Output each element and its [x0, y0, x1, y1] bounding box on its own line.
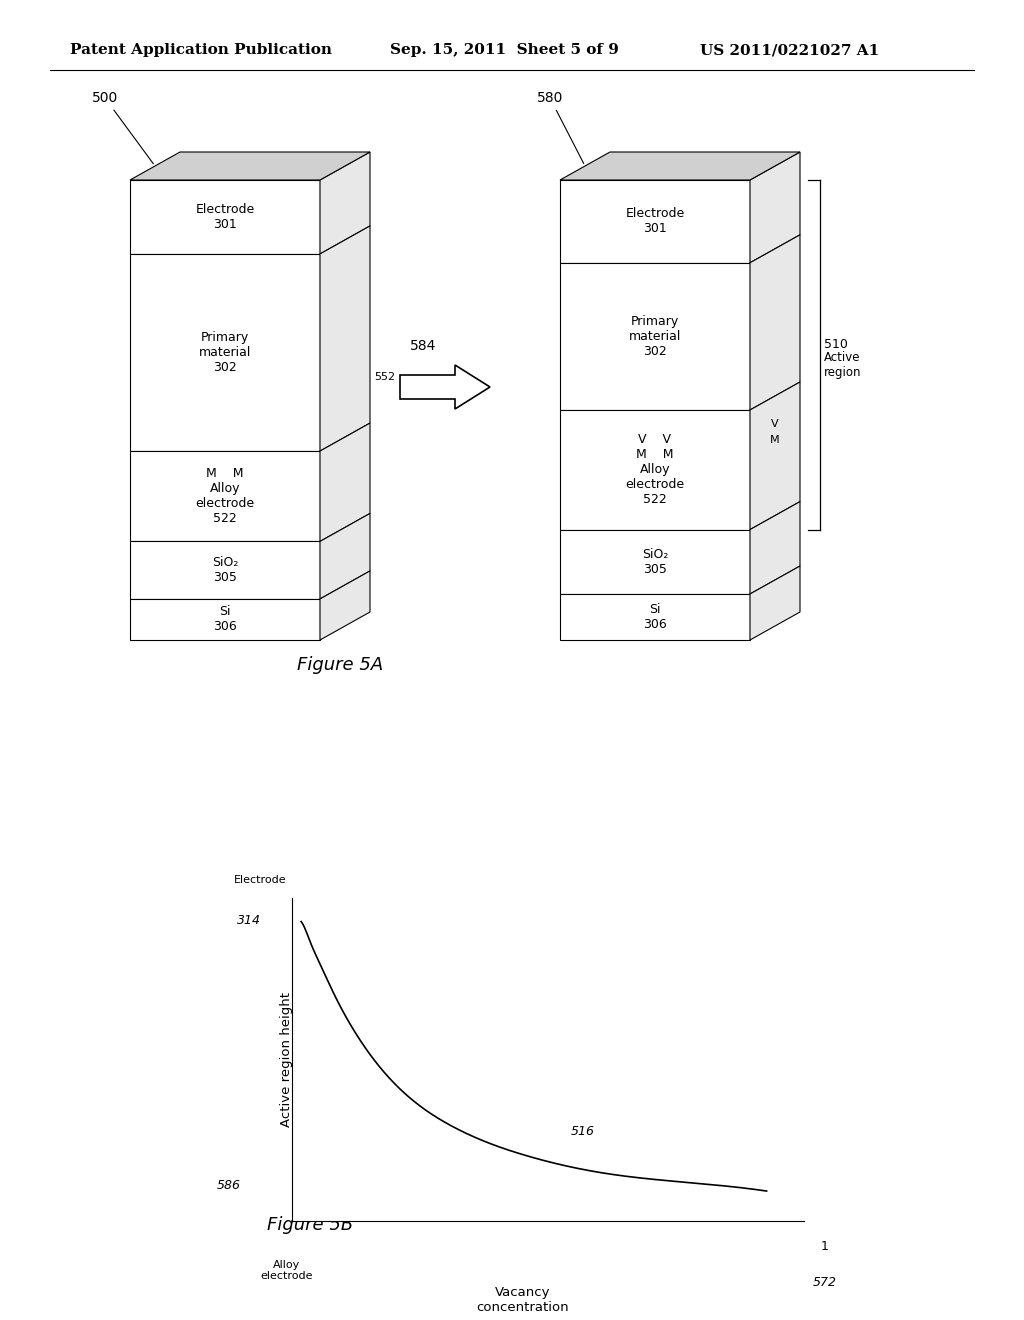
Text: 510: 510 — [824, 338, 848, 351]
Text: 500: 500 — [92, 91, 154, 164]
Polygon shape — [130, 180, 319, 253]
Polygon shape — [130, 541, 319, 599]
Text: Patent Application Publication: Patent Application Publication — [70, 44, 332, 57]
Polygon shape — [560, 263, 750, 411]
Text: 1: 1 — [820, 1241, 828, 1254]
Text: Alloy
electrode: Alloy electrode — [260, 1259, 313, 1282]
Text: 516: 516 — [571, 1125, 595, 1138]
Text: V: V — [771, 418, 779, 429]
Text: SiO₂
305: SiO₂ 305 — [642, 548, 669, 576]
Text: 586: 586 — [217, 1179, 241, 1192]
Text: Electrode: Electrode — [234, 875, 287, 884]
Polygon shape — [319, 226, 370, 451]
Y-axis label: Active region height: Active region height — [280, 991, 293, 1127]
Polygon shape — [750, 381, 800, 529]
Polygon shape — [319, 572, 370, 640]
Text: M: M — [770, 434, 780, 445]
Polygon shape — [319, 513, 370, 599]
Text: SiO₂
305: SiO₂ 305 — [212, 556, 239, 585]
Text: Figure 5B: Figure 5B — [267, 1216, 353, 1234]
Polygon shape — [750, 152, 800, 263]
Text: Si
306: Si 306 — [213, 606, 237, 634]
Polygon shape — [130, 599, 319, 640]
Text: 552: 552 — [374, 372, 395, 381]
Polygon shape — [560, 411, 750, 529]
Text: 584: 584 — [410, 339, 436, 352]
Text: US 2011/0221027 A1: US 2011/0221027 A1 — [700, 44, 880, 57]
Polygon shape — [130, 451, 319, 541]
Text: Primary
material
302: Primary material 302 — [629, 315, 681, 358]
Text: 572: 572 — [812, 1276, 837, 1288]
Polygon shape — [750, 502, 800, 594]
Text: V    V
M    M
Alloy
electrode
522: V V M M Alloy electrode 522 — [626, 433, 685, 507]
Text: M    M
Alloy
electrode
522: M M Alloy electrode 522 — [196, 467, 255, 525]
Polygon shape — [560, 180, 750, 263]
Text: Electrode
301: Electrode 301 — [626, 207, 685, 235]
Text: Primary
material
302: Primary material 302 — [199, 331, 251, 374]
Polygon shape — [560, 529, 750, 594]
Text: 580: 580 — [537, 91, 584, 164]
Text: Figure 5A: Figure 5A — [297, 656, 383, 675]
Polygon shape — [750, 566, 800, 640]
Polygon shape — [130, 152, 370, 180]
Text: Si
306: Si 306 — [643, 603, 667, 631]
Text: 314: 314 — [238, 913, 261, 927]
Text: Vacancy
concentration: Vacancy concentration — [476, 1286, 568, 1313]
Polygon shape — [319, 424, 370, 541]
Polygon shape — [750, 235, 800, 411]
Polygon shape — [319, 152, 370, 253]
Text: Sep. 15, 2011  Sheet 5 of 9: Sep. 15, 2011 Sheet 5 of 9 — [390, 44, 618, 57]
Text: Active
region: Active region — [824, 351, 861, 379]
Text: Electrode
301: Electrode 301 — [196, 203, 255, 231]
Polygon shape — [560, 594, 750, 640]
Polygon shape — [130, 253, 319, 451]
Polygon shape — [560, 152, 800, 180]
Polygon shape — [400, 366, 490, 409]
